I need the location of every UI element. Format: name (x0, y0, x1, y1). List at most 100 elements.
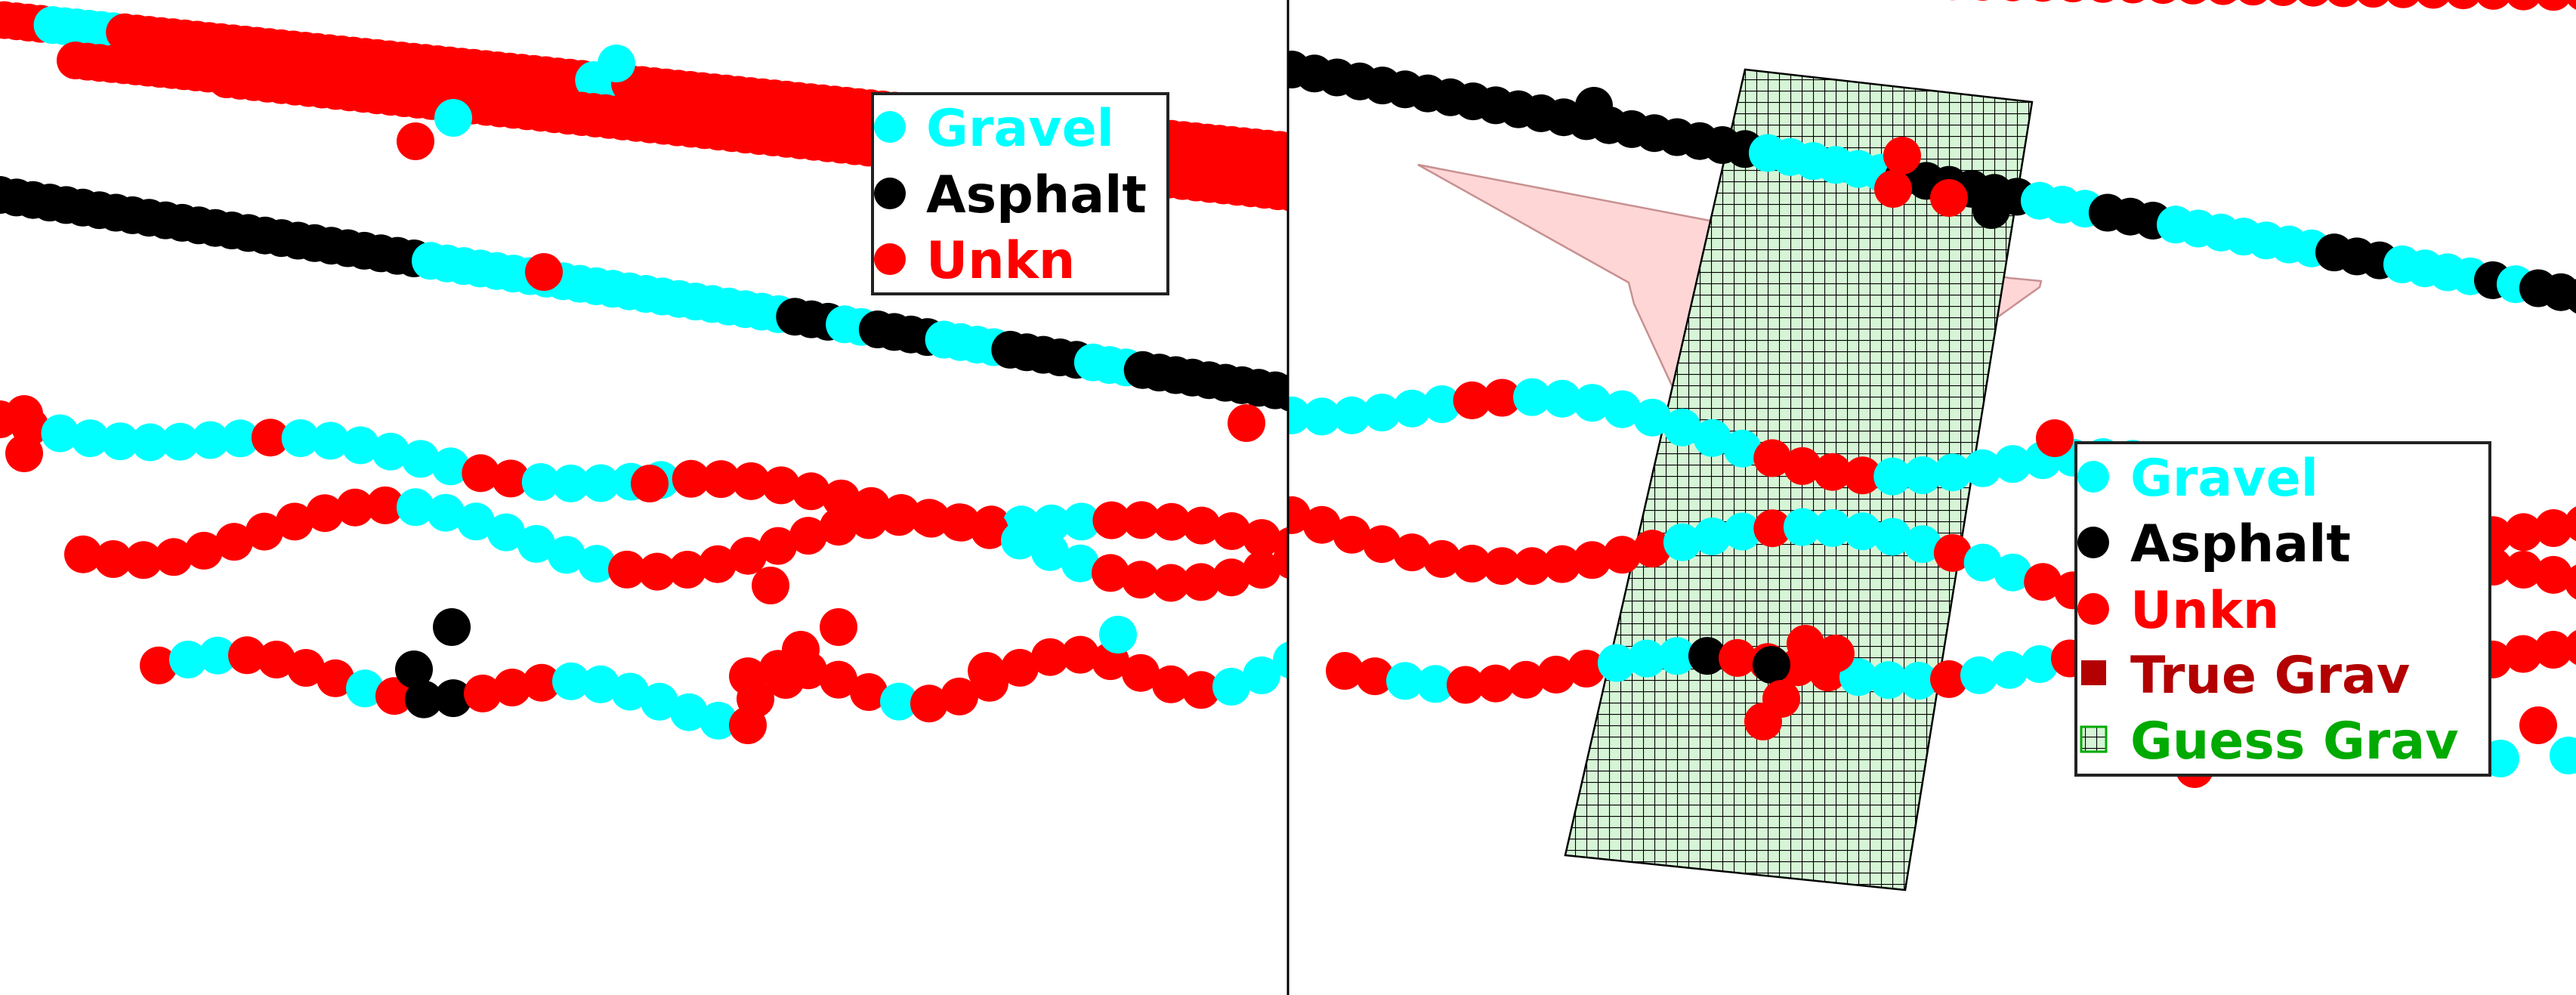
unkn-point (1422, 539, 1461, 578)
unkn-point (820, 508, 857, 546)
gravel-point (1001, 521, 1039, 560)
unkn-point (1182, 506, 1221, 545)
left-legend-entry-gravel: Gravel (874, 99, 1114, 159)
gravel-point (281, 419, 320, 457)
right-legend: Gravel Asphalt Unkn True Grav Guess Grav (2074, 441, 2491, 777)
guess-grav-legend-marker (2080, 725, 2108, 753)
gravel-point (1598, 644, 1635, 682)
gravel-point (551, 464, 590, 502)
unkn-point (941, 503, 978, 542)
unkn-point (1537, 655, 1575, 694)
gravel-point (1099, 616, 1137, 654)
gravel-point (1994, 445, 2032, 484)
gravel-point (1933, 453, 1972, 492)
unkn-point (910, 684, 948, 723)
unkn-point (185, 531, 223, 570)
gravel-point (1991, 650, 2028, 689)
right-legend-entry-unkn: Unkn (2077, 581, 2279, 641)
gravel-point (1870, 661, 1907, 700)
gravel-point (427, 493, 465, 532)
unkn-point (1243, 519, 1281, 558)
gravel-point (346, 669, 384, 708)
unkn-point (215, 523, 253, 561)
unkn-point (1573, 541, 1611, 579)
unkn-point (608, 550, 646, 589)
unkn-point (140, 646, 178, 684)
unkn-point (850, 673, 888, 711)
right-legend-entry-gravel: Gravel (2077, 449, 2318, 508)
asphalt-point (1273, 374, 1287, 412)
unkn-point (523, 663, 561, 702)
asphalt-legend-marker (874, 178, 906, 209)
unkn-point (64, 535, 102, 573)
gravel-point (1573, 384, 1611, 422)
unkn-point (155, 538, 193, 576)
unkn-point (2328, 0, 2358, 8)
unkn-point (1933, 533, 1972, 572)
unkn-point (1753, 509, 1792, 548)
gravel-point (598, 45, 635, 82)
unkn-point (1507, 660, 1545, 699)
unkn-point (702, 460, 740, 499)
gravel-point (1302, 397, 1341, 436)
gravel-point (1212, 667, 1250, 706)
unkn-point (1393, 533, 1432, 572)
gravel-point (1393, 389, 1432, 428)
unkn-point (971, 511, 1008, 549)
unkn-point (1152, 502, 1191, 541)
gravel-point (191, 421, 230, 459)
unkn-point (317, 659, 354, 697)
gravel-point (1243, 656, 1280, 694)
unkn-point (1930, 179, 1968, 217)
gravel-point (1873, 457, 1912, 496)
unkn-point (732, 462, 771, 500)
gravel-point (1543, 379, 1581, 418)
gravel-point (1061, 544, 1099, 582)
gravel-point (548, 536, 585, 574)
unkn-point (767, 661, 805, 699)
unkn-point (2006, 0, 2020, 2)
gravel-point (1723, 512, 1762, 551)
unkn-point (2566, 0, 2576, 10)
unkn-point (1092, 501, 1131, 539)
gravel-point (2021, 645, 2059, 683)
unkn-point (2565, 564, 2576, 600)
right-legend-entry-guess-grav: Guess Grav (2080, 712, 2459, 771)
gravel-point (1031, 533, 1069, 571)
unkn-point (287, 649, 325, 687)
gravel-point (397, 488, 434, 527)
unkn-point (251, 419, 289, 457)
asphalt-point (1688, 637, 1726, 675)
unkn-point (1447, 666, 1484, 704)
unkn-point (789, 517, 827, 555)
gravel-point (1693, 419, 1731, 457)
gravel-legend-label: Gravel (926, 99, 1114, 159)
asphalt-point (1575, 87, 1613, 125)
gravel-point (41, 414, 79, 453)
unkn-point (2036, 419, 2074, 457)
unkn-point (822, 479, 860, 518)
gravel-point (1904, 525, 1942, 564)
unkn-point (525, 253, 563, 291)
unkn-point (1603, 536, 1642, 574)
unkn-point (1568, 650, 1605, 688)
right-legend-entry-asphalt: Asphalt (2077, 514, 2351, 574)
unkn-point (1883, 137, 1921, 175)
unkn-point (2565, 506, 2576, 542)
unkn-point (1543, 545, 1581, 583)
unkn-point (336, 488, 374, 527)
gravel-point (1633, 398, 1672, 437)
unkn-point (1212, 558, 1250, 597)
unkn-point (1930, 660, 1968, 698)
unkn-point (1633, 530, 1672, 568)
gravel-point (880, 682, 918, 721)
unkn-point (880, 498, 918, 536)
unkn-point (375, 677, 413, 715)
unkn-point (910, 499, 948, 537)
gravel-legend-marker (874, 111, 906, 143)
unkn-point (941, 677, 978, 715)
unkn-point (306, 494, 344, 533)
asphalt-point (433, 608, 471, 646)
unkn-point (2387, 0, 2419, 8)
gravel-point (582, 665, 619, 703)
